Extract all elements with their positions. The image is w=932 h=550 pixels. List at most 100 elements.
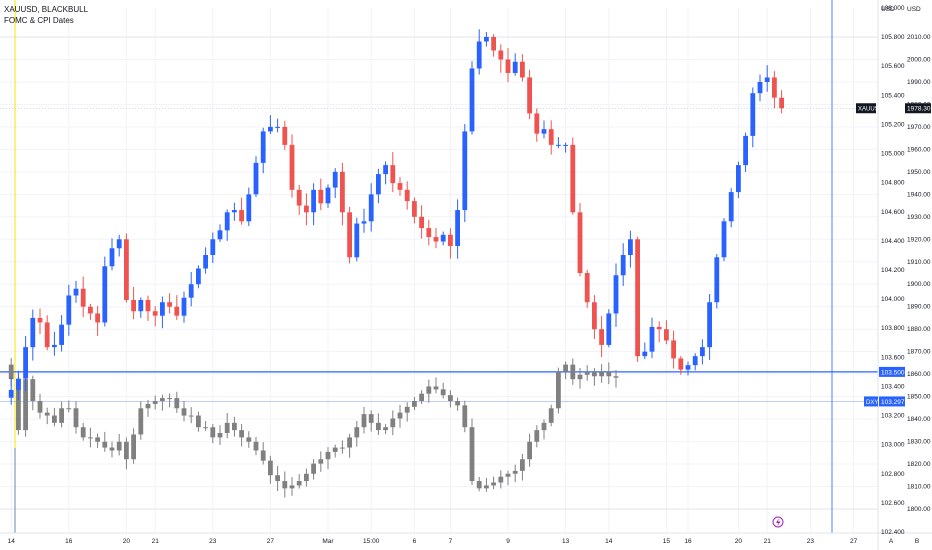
- time-tick-label: 21: [764, 538, 772, 545]
- dxy-candle-body: [505, 473, 511, 477]
- time-tick-label: 16: [684, 538, 692, 545]
- lightning-bolt-icon[interactable]: [772, 516, 784, 528]
- dxy-candle-body: [376, 422, 381, 431]
- xau-candle-body: [440, 234, 446, 242]
- time-tick-label: 6: [413, 538, 417, 545]
- dxy-symbol-badge: [864, 396, 878, 407]
- xau-candle-body: [628, 239, 633, 256]
- xau-candle-body: [484, 37, 489, 42]
- dxy-candle-body: [232, 422, 237, 431]
- dxy-candle-body: [167, 398, 172, 400]
- xau-candle-body: [700, 347, 705, 357]
- xau-candle-body: [764, 77, 770, 82]
- xau-tick-label: 1820.00: [907, 461, 931, 468]
- xau-candle-body: [671, 340, 676, 359]
- level-badge: [879, 366, 905, 377]
- dxy-candle-body: [116, 441, 122, 451]
- xau-candle-body: [512, 61, 518, 73]
- time-tick-label: 20: [123, 538, 131, 545]
- dxy-candle-body: [296, 481, 302, 486]
- dxy-candle-body: [44, 412, 50, 416]
- xau-candle-body: [167, 302, 172, 307]
- xau-candle-body: [116, 239, 122, 249]
- xau-tick-label: 1810.00: [907, 484, 931, 491]
- xau-candle-body: [361, 221, 367, 224]
- time-tick-label: 14: [8, 538, 16, 545]
- dxy-candle-body: [476, 481, 482, 489]
- dxy-candle-body: [23, 379, 28, 431]
- dxy-tick-label: 104.800: [881, 180, 905, 187]
- dxy-symbol-badge-text: DXY: [866, 400, 878, 406]
- xau-candle-body: [476, 41, 482, 69]
- xau-candle-body: [412, 201, 417, 217]
- dxy-candle-body: [95, 437, 100, 442]
- xau-candle-body: [88, 306, 93, 314]
- xau-candle-body: [217, 230, 223, 240]
- dxy-tick-label: 105.400: [881, 92, 905, 99]
- dxy-candle-body: [102, 441, 108, 448]
- lightning-bolt-glyph: [776, 518, 781, 527]
- dxy-candle-body: [584, 371, 590, 375]
- dxy-candle-body: [419, 393, 424, 401]
- dxy-candle-body: [260, 450, 266, 461]
- xau-candle-body: [772, 77, 777, 98]
- xau-candle-body: [750, 93, 756, 136]
- xau-candle-body: [376, 174, 381, 195]
- xau-candle-body: [239, 210, 244, 222]
- xau-tick-label: 1930.00: [907, 214, 931, 221]
- dxy-candle-body: [52, 415, 57, 423]
- xau-candle-body: [23, 347, 28, 379]
- xau-candle-body: [210, 239, 216, 256]
- xau-candle-body: [181, 297, 187, 316]
- dxy-tick-label: 105.600: [881, 63, 905, 70]
- dxy-candle-body: [174, 398, 180, 409]
- xau-tick-label: 1870.00: [907, 349, 931, 356]
- dxy-candle-body: [534, 430, 540, 442]
- dxy-axis-currency: USD: [881, 6, 895, 13]
- dxy-candle-body: [325, 451, 331, 460]
- dxy-tick-label: 104.000: [881, 296, 905, 303]
- dxy-candle-body: [440, 389, 446, 396]
- dxy-candle-body: [16, 379, 21, 431]
- dxy-candle-body: [181, 408, 187, 416]
- xau-candle-body: [556, 144, 561, 146]
- dxy-candle-body: [577, 374, 583, 380]
- dxy-candle-body: [397, 412, 403, 419]
- xau-candle-body: [80, 288, 86, 307]
- level-badge-text: 103.500: [881, 369, 905, 376]
- dxy-candle-body: [318, 459, 324, 464]
- xau-candle-body: [433, 237, 439, 242]
- xau-candle-body: [268, 126, 273, 132]
- xau-candle-body: [664, 329, 669, 341]
- time-tick-label: 16: [65, 538, 73, 545]
- xau-candle-body: [563, 144, 568, 146]
- dxy-candle-body: [520, 459, 525, 471]
- dxy-candle-body: [390, 418, 396, 428]
- xau-candle-body: [419, 216, 424, 229]
- time-tick-label: 27: [850, 538, 858, 545]
- time-tick-label: 9: [506, 538, 510, 545]
- dxy-tick-label: 102.800: [881, 471, 905, 478]
- dxy-candle-body: [253, 441, 259, 451]
- dxy-candle-body: [347, 437, 352, 448]
- xau-candle-body: [224, 212, 230, 231]
- xau-candle-body: [707, 302, 712, 348]
- chart-legend: XAUUSD, BLACKBULL FOMC & CPI Dates: [4, 4, 88, 26]
- dxy-tick-label: 104.200: [881, 267, 905, 274]
- xau-candle-body: [318, 189, 324, 204]
- xau-candle-body: [721, 221, 727, 258]
- xau-tick-label: 1850.00: [907, 394, 931, 401]
- legend-symbol: XAUUSD, BLACKBULL: [4, 5, 89, 14]
- xau-candle-body: [37, 317, 43, 323]
- xau-candle-body: [196, 268, 201, 285]
- xau-tick-label: 1920.00: [907, 236, 931, 243]
- dxy-candle-body: [368, 414, 374, 423]
- dxy-tick-label: 103.600: [881, 354, 905, 361]
- xau-symbol-badge-text: XAUUSD: [858, 107, 884, 113]
- dxy-candle-body: [203, 427, 208, 429]
- xau-tick-label: 1830.00: [907, 439, 931, 446]
- dxy-price-badge: [879, 396, 905, 407]
- dxy-candle-body: [613, 376, 619, 378]
